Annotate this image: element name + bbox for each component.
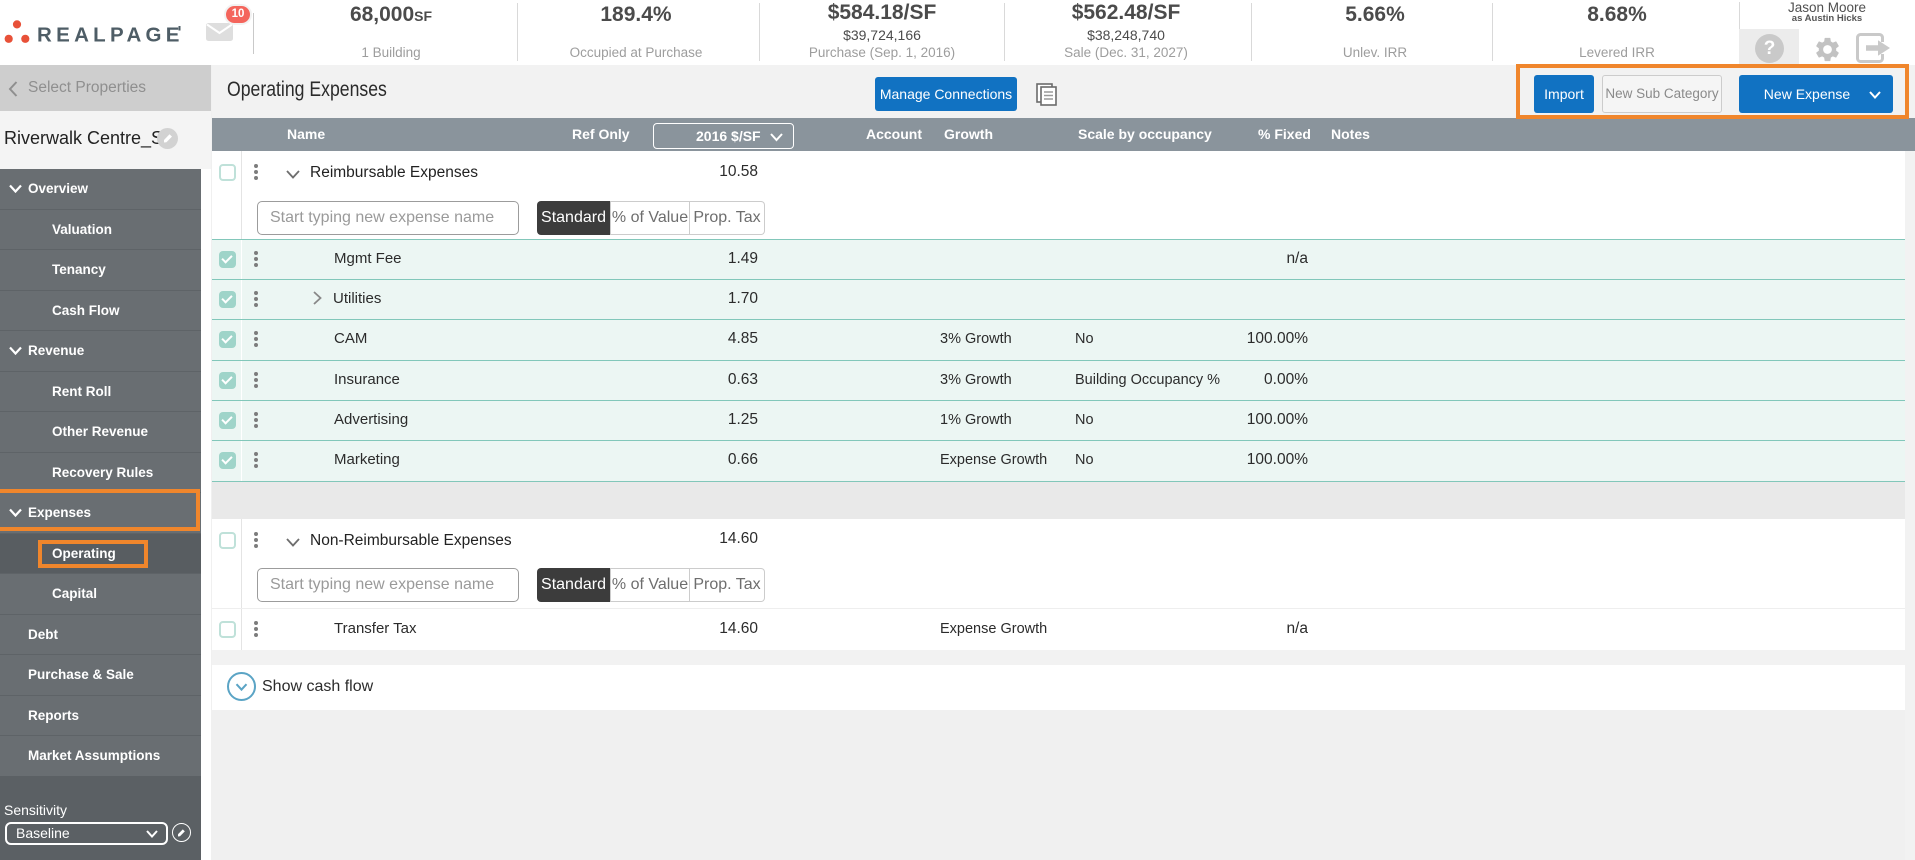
svg-text:REALPAGE: REALPAGE: [37, 24, 184, 47]
